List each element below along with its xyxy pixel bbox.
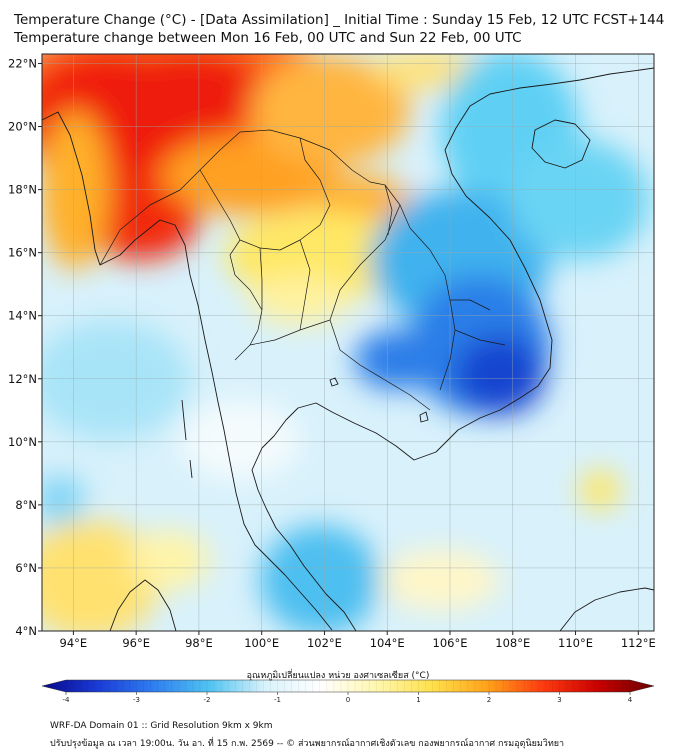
lon-label: 110°E bbox=[558, 636, 593, 650]
longitude-labels: 94°E 96°E 98°E 100°E 102°E 104°E 106°E 108°E 110… bbox=[60, 631, 656, 650]
colorbar-tick-label: -4 bbox=[63, 696, 71, 704]
colorbar-tick-label: 2 bbox=[487, 696, 491, 704]
lon-label: 96°E bbox=[122, 636, 150, 650]
lon-label: 104°E bbox=[370, 636, 405, 650]
map-subtitle: Temperature change between Mon 16 Feb, 0… bbox=[14, 30, 522, 46]
country-borders bbox=[99, 129, 506, 411]
colorbar-tick-label: 4 bbox=[628, 696, 633, 704]
lat-label: 8°N bbox=[15, 498, 37, 512]
sumatra-coast bbox=[109, 579, 177, 631]
lon-label: 98°E bbox=[185, 636, 213, 650]
lat-label: 12°N bbox=[8, 372, 37, 386]
temperature-change-field bbox=[42, 54, 654, 631]
andaman-islands bbox=[181, 399, 193, 479]
lon-label: 100°E bbox=[244, 636, 279, 650]
latitude-labels: 22°N 20°N 18°N 16°N 14°N 12°N 10°N 8°N 6°N 4°N bbox=[8, 56, 42, 638]
colorbar-tick-label: 0 bbox=[346, 696, 350, 704]
graticule bbox=[42, 54, 654, 631]
gulf-of-thailand-islands bbox=[329, 377, 429, 423]
lat-label: 10°N bbox=[8, 435, 37, 449]
lon-label: 108°E bbox=[495, 636, 530, 650]
colorbar-ticks: -4 -3 -2 -1 0 1 2 3 4 bbox=[63, 680, 633, 704]
footer-line-2: ปรับปรุงข้อมูล ณ เวลา 19:00น. วัน อา. ที… bbox=[50, 739, 565, 749]
map-frame bbox=[41, 53, 655, 632]
mainland-coastline bbox=[42, 67, 654, 631]
map-title: Temperature Change (°C) - [Data Assimila… bbox=[14, 12, 665, 28]
hainan-island bbox=[531, 119, 591, 169]
borneo-coast bbox=[559, 587, 654, 631]
colorbar-tick-label: -3 bbox=[133, 696, 140, 704]
lat-label: 18°N bbox=[8, 183, 37, 197]
lon-label: 102°E bbox=[307, 636, 342, 650]
colorbar-tick-label: 1 bbox=[416, 696, 420, 704]
lon-label: 112°E bbox=[621, 636, 656, 650]
footer-line-1: WRF-DA Domain 01 :: Grid Resolution 9km … bbox=[50, 721, 273, 731]
colorbar: -4 -3 -2 -1 0 1 2 3 4 bbox=[41, 679, 655, 704]
lat-label: 14°N bbox=[8, 309, 37, 323]
lat-label: 6°N bbox=[15, 561, 37, 575]
colorbar-tick-label: -1 bbox=[274, 696, 281, 704]
lat-label: 4°N bbox=[15, 624, 37, 638]
colorbar-tick-label: -2 bbox=[204, 696, 211, 704]
lon-label: 106°E bbox=[433, 636, 468, 650]
coastlines-and-borders bbox=[42, 67, 654, 631]
lat-label: 16°N bbox=[8, 246, 37, 260]
colorbar-label: อุณหภูมิเปลี่ยนแปลง หน่วย องศาเซลเซียส (… bbox=[246, 671, 430, 681]
lon-label: 94°E bbox=[60, 636, 88, 650]
lat-label: 22°N bbox=[8, 56, 37, 70]
lat-label: 20°N bbox=[8, 120, 37, 134]
colorbar-tick-label: 3 bbox=[557, 696, 561, 704]
